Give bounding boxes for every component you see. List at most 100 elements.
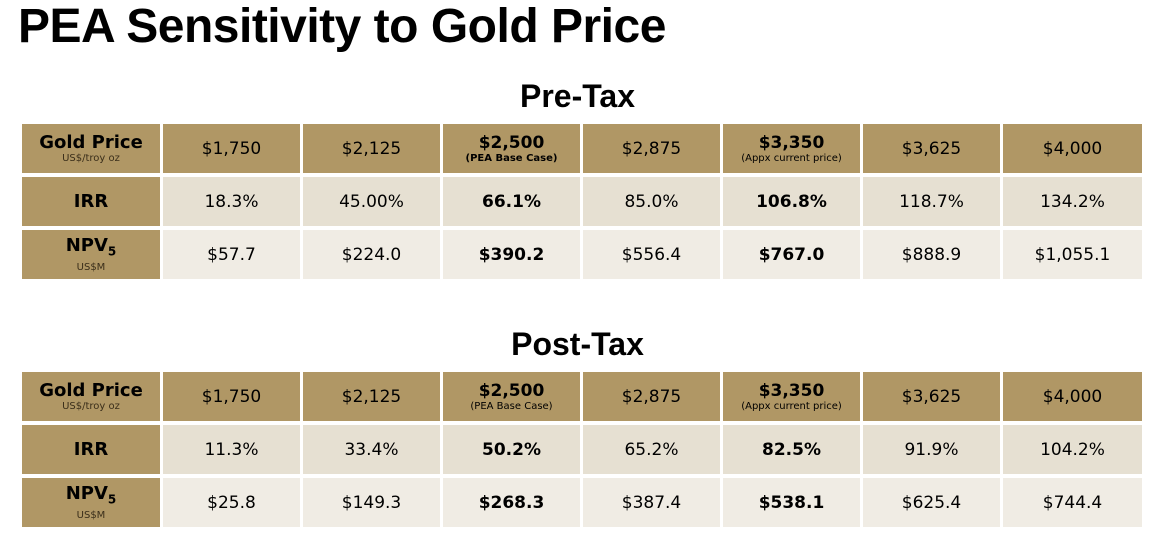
post-tax-irr-row: IRR 11.3% 33.4% 50.2% 65.2% 82.5% 91.9% … xyxy=(22,425,1142,474)
gold-price-label: Gold Price xyxy=(39,132,143,153)
row-header-gold-price: Gold Price US$/troy oz xyxy=(22,124,160,173)
irr-cell: 134.2% xyxy=(1003,177,1142,226)
npv-cell: $767.0 xyxy=(723,230,860,279)
irr-value: 91.9% xyxy=(904,439,959,460)
gold-price-cell: $2,125 xyxy=(303,372,440,421)
post-tax-table: Gold Price US$/troy oz $1,750 $2,125 $2,… xyxy=(22,372,1142,527)
npv-value: $767.0 xyxy=(758,244,825,265)
irr-value: 18.3% xyxy=(204,191,259,212)
gold-price-value: $3,350 xyxy=(758,133,825,153)
irr-cell: 65.2% xyxy=(583,425,720,474)
gold-price-value: $2,500 xyxy=(478,381,545,401)
npv-cell: $57.7 xyxy=(163,230,300,279)
irr-cell: 66.1% xyxy=(443,177,580,226)
irr-cell: 82.5% xyxy=(723,425,860,474)
pre-tax-npv-row: NPV5 US$M $57.7 $224.0 $390.2 $556.4 $76… xyxy=(22,230,1142,279)
post-tax-gold-price-row: Gold Price US$/troy oz $1,750 $2,125 $2,… xyxy=(22,372,1142,421)
gold-price-value: $1,750 xyxy=(201,138,262,159)
npv-value: $149.3 xyxy=(341,492,402,513)
npv-value: $1,055.1 xyxy=(1034,244,1111,265)
gold-price-cell: $2,875 xyxy=(583,124,720,173)
pre-tax-irr-row: IRR 18.3% 45.00% 66.1% 85.0% 106.8% 118.… xyxy=(22,177,1142,226)
gold-price-value: $2,500 xyxy=(478,133,545,153)
npv-cell: $625.4 xyxy=(863,478,1000,527)
irr-value: 82.5% xyxy=(762,439,821,460)
npv-value: $888.9 xyxy=(901,244,962,265)
row-header-gold-price: Gold Price US$/troy oz xyxy=(22,372,160,421)
gold-price-note: (Appx current price) xyxy=(741,153,842,164)
gold-price-cell: $1,750 xyxy=(163,124,300,173)
npv-unit: US$M xyxy=(76,261,106,273)
gold-price-cell-base-case: $2,500 (PEA Base Case) xyxy=(443,372,580,421)
npv-cell: $556.4 xyxy=(583,230,720,279)
gold-price-cell: $2,875 xyxy=(583,372,720,421)
row-header-irr: IRR xyxy=(22,177,160,226)
gold-price-value: $2,875 xyxy=(621,138,682,159)
npv-value: $387.4 xyxy=(621,492,682,513)
npv-value: $25.8 xyxy=(207,492,256,513)
row-header-npv: NPV5 US$M xyxy=(22,478,160,527)
row-header-irr: IRR xyxy=(22,425,160,474)
gold-price-value: $4,000 xyxy=(1042,386,1103,407)
pre-tax-gold-price-row: Gold Price US$/troy oz $1,750 $2,125 $2,… xyxy=(22,124,1142,173)
irr-value: 50.2% xyxy=(482,439,541,460)
pre-tax-table: Gold Price US$/troy oz $1,750 $2,125 $2,… xyxy=(22,124,1142,279)
irr-cell: 18.3% xyxy=(163,177,300,226)
npv-cell: $744.4 xyxy=(1003,478,1142,527)
irr-cell: 91.9% xyxy=(863,425,1000,474)
irr-cell: 104.2% xyxy=(1003,425,1142,474)
irr-value: 65.2% xyxy=(624,439,679,460)
gold-price-note: (Appx current price) xyxy=(741,401,842,412)
gold-price-unit: US$/troy oz xyxy=(62,153,120,164)
irr-value: 134.2% xyxy=(1040,191,1105,212)
irr-cell: 11.3% xyxy=(163,425,300,474)
npv-value: $57.7 xyxy=(207,244,256,265)
npv-cell: $888.9 xyxy=(863,230,1000,279)
irr-cell: 85.0% xyxy=(583,177,720,226)
npv-label: NPV5 xyxy=(65,483,117,507)
post-tax-heading: Post-Tax xyxy=(511,326,644,362)
npv-label: NPV5 xyxy=(65,235,117,259)
gold-price-value: $2,125 xyxy=(341,138,402,159)
gold-price-note: (PEA Base Case) xyxy=(470,401,553,412)
irr-value: 45.00% xyxy=(339,191,404,212)
npv-cell: $268.3 xyxy=(443,478,580,527)
gold-price-value: $1,750 xyxy=(201,386,262,407)
npv-cell: $224.0 xyxy=(303,230,440,279)
row-header-npv: NPV5 US$M xyxy=(22,230,160,279)
irr-value: 104.2% xyxy=(1040,439,1105,460)
irr-value: 11.3% xyxy=(204,439,259,460)
irr-value: 66.1% xyxy=(482,191,541,212)
npv-cell: $538.1 xyxy=(723,478,860,527)
npv-cell: $1,055.1 xyxy=(1003,230,1142,279)
gold-price-unit: US$/troy oz xyxy=(62,401,120,412)
page-title: PEA Sensitivity to Gold Price xyxy=(18,0,666,53)
irr-cell: 45.00% xyxy=(303,177,440,226)
npv-value: $268.3 xyxy=(478,492,545,513)
irr-value: 106.8% xyxy=(756,191,827,212)
post-tax-npv-row: NPV5 US$M $25.8 $149.3 $268.3 $387.4 $53… xyxy=(22,478,1142,527)
gold-price-cell: $3,625 xyxy=(863,124,1000,173)
irr-cell: 106.8% xyxy=(723,177,860,226)
gold-price-cell-base-case: $2,500 (PEA Base Case) xyxy=(443,124,580,173)
npv-value: $224.0 xyxy=(341,244,402,265)
gold-price-value: $3,350 xyxy=(758,381,825,401)
npv-value: $538.1 xyxy=(758,492,825,513)
npv-unit: US$M xyxy=(76,509,106,521)
gold-price-note: (PEA Base Case) xyxy=(465,153,558,164)
gold-price-value: $3,625 xyxy=(901,386,962,407)
gold-price-cell: $4,000 xyxy=(1003,372,1142,421)
npv-cell: $25.8 xyxy=(163,478,300,527)
irr-cell: 33.4% xyxy=(303,425,440,474)
npv-value: $390.2 xyxy=(478,244,545,265)
npv-cell: $390.2 xyxy=(443,230,580,279)
irr-label: IRR xyxy=(73,438,109,460)
irr-value: 85.0% xyxy=(624,191,679,212)
gold-price-cell: $2,125 xyxy=(303,124,440,173)
irr-cell: 50.2% xyxy=(443,425,580,474)
gold-price-value: $3,625 xyxy=(901,138,962,159)
npv-value: $625.4 xyxy=(901,492,962,513)
gold-price-cell: $1,750 xyxy=(163,372,300,421)
irr-value: 33.4% xyxy=(344,439,399,460)
gold-price-value: $2,125 xyxy=(341,386,402,407)
